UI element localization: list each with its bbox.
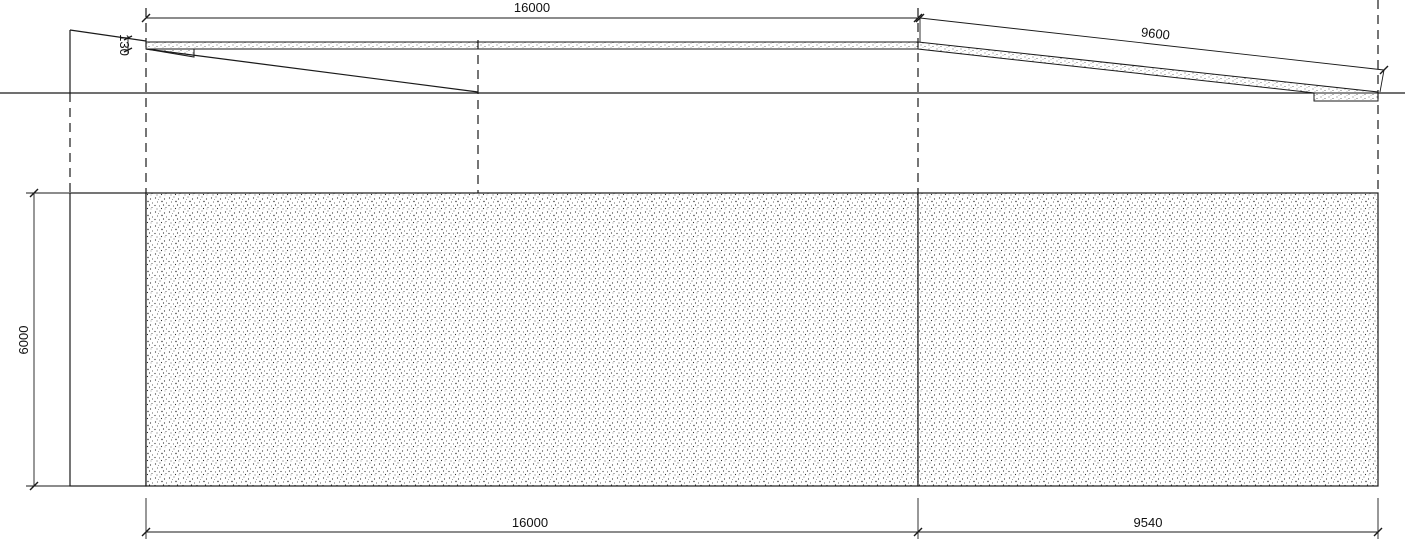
dim-tick-plan-width-top [29, 188, 39, 198]
dim-label-plan-width: 6000 [16, 326, 31, 355]
dim-tick-top-flat-right [913, 13, 923, 23]
dim-tick-plan-left [141, 527, 151, 537]
plan-flat-area [145, 192, 919, 487]
dim-label-top-flat: 16000 [514, 0, 550, 15]
flat-slab [145, 41, 919, 50]
plan-left-strip [69, 192, 147, 487]
dim-line-top-slope [919, 17, 1385, 71]
projection-lines [69, 0, 1379, 193]
dim-ext-slope-right [1379, 69, 1385, 93]
plan-view: 6000 16000 9540 [16, 188, 1383, 539]
sloped-slab [917, 41, 1379, 101]
diagonal-brace [145, 48, 479, 93]
dim-tick-plan-mid [913, 527, 923, 537]
dim-tick-plan-width-bottom [29, 481, 39, 491]
dim-tick-thickness-bottom [123, 47, 133, 53]
dim-tick-top-flat-left [141, 13, 151, 23]
dim-tick-plan-right [1373, 527, 1383, 537]
dim-tick-thickness-top [123, 35, 133, 41]
plan-slope-area [917, 192, 1379, 487]
end-foot-block [1313, 92, 1379, 102]
dim-label-plan-slope: 9540 [1134, 515, 1163, 530]
dim-label-plan-flat: 16000 [512, 515, 548, 530]
elevation-view: 16000 9600 130 [0, 0, 1405, 102]
edge-slope-line [69, 29, 147, 42]
dim-label-thickness: 130 [117, 34, 132, 56]
dim-label-top-slope: 9600 [1140, 24, 1170, 42]
